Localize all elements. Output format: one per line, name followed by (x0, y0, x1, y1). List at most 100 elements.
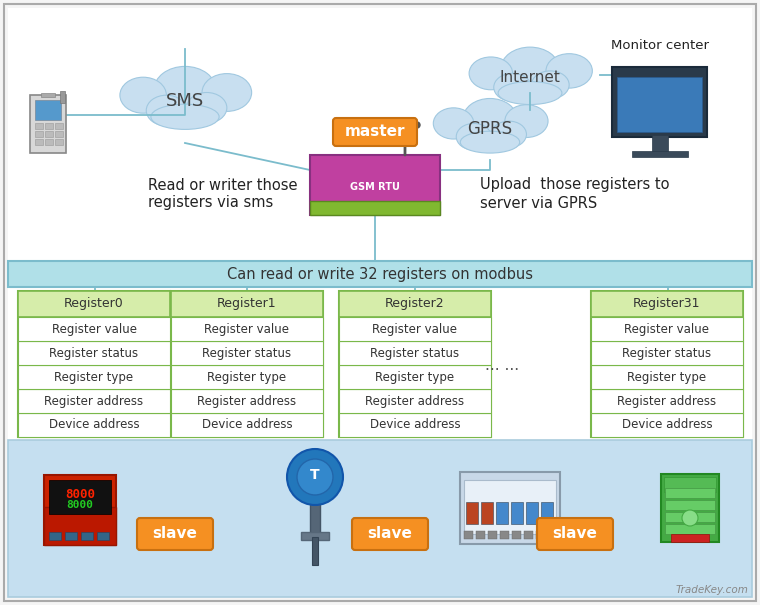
Ellipse shape (146, 95, 186, 126)
Ellipse shape (492, 121, 527, 148)
Bar (500, 531, 509, 539)
Bar (18, 291, 170, 437)
Bar (171, 291, 323, 317)
Bar (591, 291, 743, 437)
Text: Register status: Register status (202, 347, 292, 359)
Bar (466, 502, 478, 524)
Circle shape (297, 459, 333, 495)
Bar (591, 341, 743, 365)
Ellipse shape (456, 123, 492, 150)
Text: Register2: Register2 (385, 298, 445, 310)
Bar (35, 131, 43, 137)
Text: Register type: Register type (55, 370, 134, 384)
Text: Register1: Register1 (217, 298, 277, 310)
Bar (44, 475, 116, 545)
FancyBboxPatch shape (537, 518, 613, 550)
Bar (18, 291, 170, 317)
Ellipse shape (469, 57, 512, 90)
Bar (339, 365, 491, 389)
Bar (481, 502, 493, 524)
Bar (339, 389, 491, 413)
Ellipse shape (154, 67, 216, 113)
Bar (45, 131, 53, 137)
Ellipse shape (494, 73, 531, 101)
Bar (511, 502, 523, 524)
Bar (55, 123, 63, 129)
Bar (35, 100, 61, 120)
Bar (488, 531, 497, 539)
Bar (652, 135, 668, 153)
Text: server via GPRS: server via GPRS (480, 195, 597, 211)
Bar (55, 131, 63, 137)
Text: Register address: Register address (366, 394, 464, 408)
Text: TradeKey.com: TradeKey.com (675, 585, 748, 595)
Bar (339, 317, 491, 341)
Bar (301, 532, 329, 540)
Bar (312, 537, 318, 565)
Bar (49, 480, 111, 514)
Text: master: master (345, 125, 405, 140)
Bar (476, 531, 485, 539)
Bar (541, 502, 553, 524)
Bar (591, 317, 743, 341)
Text: SMS: SMS (166, 92, 204, 110)
Bar (665, 512, 715, 522)
Bar (536, 531, 545, 539)
FancyBboxPatch shape (333, 118, 417, 146)
Bar (310, 155, 440, 215)
Ellipse shape (202, 74, 252, 111)
Bar (30, 95, 66, 153)
Text: Register value: Register value (625, 322, 710, 336)
Bar (665, 500, 715, 510)
Ellipse shape (498, 82, 562, 105)
Ellipse shape (433, 108, 473, 139)
Bar (339, 291, 491, 317)
Text: Register address: Register address (198, 394, 296, 408)
Text: slave: slave (553, 526, 597, 541)
Bar (671, 534, 709, 542)
Text: Register status: Register status (622, 347, 711, 359)
Text: Register type: Register type (207, 370, 287, 384)
Bar (44, 506, 116, 545)
Text: Register type: Register type (375, 370, 454, 384)
Bar (464, 480, 556, 534)
Bar (661, 474, 719, 542)
Circle shape (682, 510, 698, 526)
Bar (339, 291, 491, 437)
Bar (591, 413, 743, 437)
Bar (665, 488, 715, 498)
Bar (8, 440, 752, 597)
Bar (35, 123, 43, 129)
Text: Register status: Register status (49, 347, 138, 359)
Bar (460, 472, 560, 544)
Bar (612, 67, 707, 137)
Text: Register type: Register type (628, 370, 707, 384)
Bar (8, 8, 752, 440)
Bar (18, 413, 170, 437)
Bar (310, 207, 440, 215)
Bar (524, 531, 533, 539)
Bar (45, 139, 53, 145)
Text: ... ...: ... ... (485, 358, 519, 373)
Ellipse shape (151, 104, 219, 129)
Bar (339, 413, 491, 437)
Bar (512, 531, 521, 539)
Bar (591, 389, 743, 413)
Text: Register address: Register address (617, 394, 717, 408)
Bar (8, 261, 752, 287)
Bar (310, 475, 320, 535)
Bar (464, 531, 473, 539)
Bar (18, 317, 170, 341)
Ellipse shape (186, 93, 226, 123)
Bar (339, 341, 491, 365)
Text: GSM RTU: GSM RTU (350, 182, 400, 192)
Bar (548, 531, 557, 539)
Bar (171, 389, 323, 413)
Text: Read or writer those: Read or writer those (148, 177, 297, 192)
Text: 8000: 8000 (65, 488, 95, 501)
Bar (310, 201, 440, 215)
Bar (632, 151, 688, 157)
Text: Device address: Device address (369, 419, 461, 431)
Bar (18, 341, 170, 365)
Bar (665, 524, 715, 534)
